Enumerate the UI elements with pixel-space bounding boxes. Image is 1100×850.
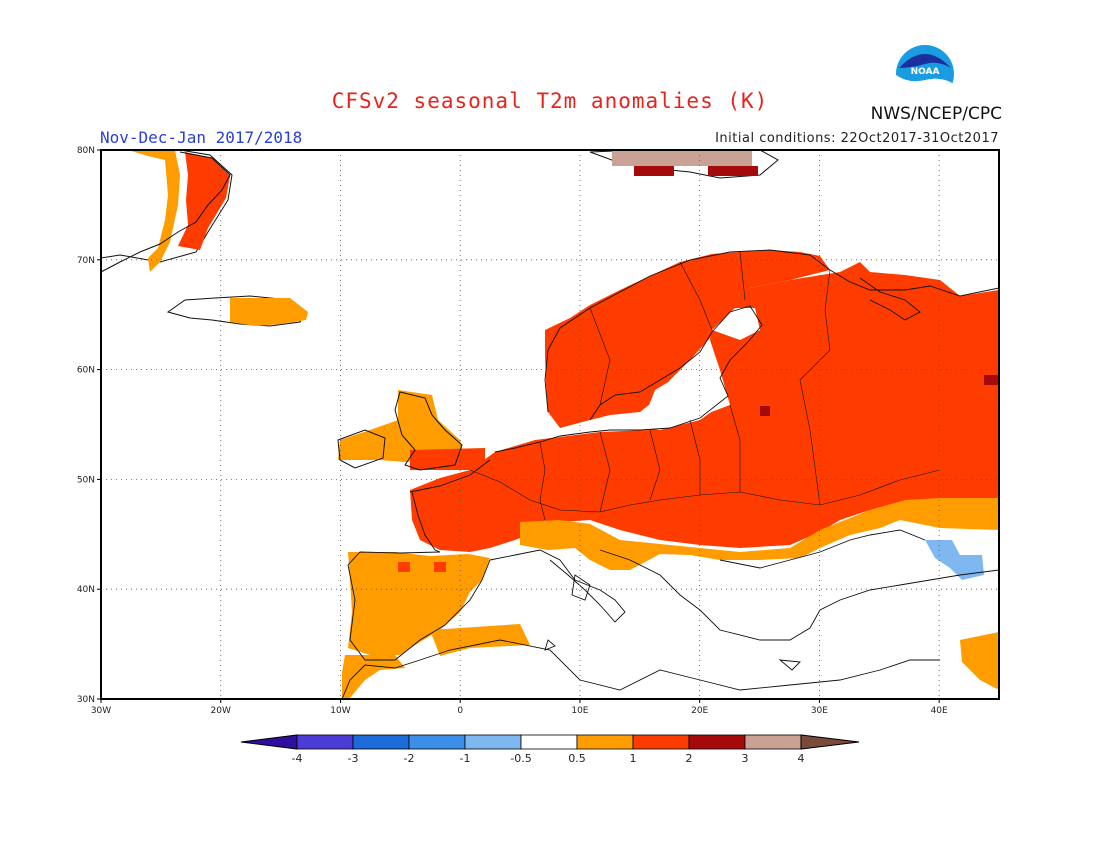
coastlines: [341, 249, 999, 699]
svg-text:NOAA: NOAA: [911, 67, 940, 77]
lon-label: 0: [457, 706, 463, 716]
svalbard-anomaly-dark-2: [708, 166, 758, 176]
british-isles-anomaly-weak: [338, 390, 465, 462]
map-fields: [101, 150, 999, 699]
noaa-logo-icon: NOAA: [894, 43, 956, 106]
iberia-anomaly: [348, 552, 490, 655]
longitude-labels: 30W 20W 10W 0 10E 20E 30E 40E: [91, 699, 948, 716]
russia-anomaly-hot-1: [984, 375, 999, 385]
svalbard-anomaly-pink: [612, 150, 752, 166]
lon-label: 30W: [91, 706, 111, 716]
colorbar-label: 4: [798, 752, 805, 765]
gulf-of-bothnia-neutral: [712, 308, 760, 340]
colorbar-swatch: [744, 734, 802, 750]
baltic-sea-neutral: [640, 372, 728, 430]
north-africa-anomaly: [342, 655, 405, 699]
map-title: CFSv2 seasonal T2m anomalies (K): [331, 89, 769, 113]
colorbar-label: 0.5: [568, 752, 586, 765]
greenland-anomaly-weak: [128, 150, 180, 272]
lat-label: 50N: [77, 475, 95, 485]
latitude-labels: 30N 40N 50N 60N 70N 80N: [77, 146, 101, 705]
colorbar-swatch: [352, 734, 410, 750]
lon-label: 10E: [571, 706, 588, 716]
colorbar-swatch: [688, 734, 746, 750]
british-isles-coast: [337, 391, 463, 471]
iceland-anomaly: [230, 298, 308, 326]
colorbar-label: -4: [292, 752, 303, 765]
north-africa-anomaly-2: [430, 624, 530, 656]
colorbar-swatch: [576, 734, 634, 750]
colorbar-arrow-low: [240, 734, 298, 750]
agency-label: NWS/NCEP/CPC: [870, 104, 1002, 124]
russia-anomaly-hot-2: [760, 406, 770, 416]
colorbar-swatch: [464, 734, 522, 750]
turkey-anomaly-east: [960, 632, 999, 690]
caucasus-anomaly-cool: [925, 540, 984, 580]
lon-label: 20E: [691, 706, 708, 716]
colorbar-arrow-high: [800, 734, 860, 750]
map-frame: [100, 149, 1000, 700]
forecast-period: Nov-Dec-Jan 2017/2018: [100, 128, 303, 147]
lat-label: 40N: [77, 585, 95, 595]
colorbar-label: -1: [460, 752, 471, 765]
lat-label: 30N: [77, 695, 95, 705]
lat-label: 80N: [77, 146, 95, 156]
initial-conditions: Initial conditions: 22Oct2017-31Oct2017: [715, 131, 999, 146]
colorbar-label: 3: [742, 752, 749, 765]
colorbar-label: -0.5: [510, 752, 531, 765]
lat-label: 60N: [77, 366, 95, 376]
lon-label: 30E: [811, 706, 828, 716]
colorbar-swatch: [296, 734, 354, 750]
colorbar-label: -2: [404, 752, 415, 765]
colorbar-label: -3: [348, 752, 359, 765]
svalbard-anomaly-dark: [634, 166, 674, 176]
colorbar-label: 1: [630, 752, 637, 765]
colorbar-swatch: [408, 734, 466, 750]
british-isles-anomaly-strong: [410, 448, 485, 470]
greenland-coast: [101, 151, 231, 273]
balkans-anomaly: [520, 498, 999, 570]
colorbar: [240, 734, 860, 750]
colorbar-label: 2: [686, 752, 693, 765]
colorbar-labels: -4 -3 -2 -1 -0.5 0.5 1 2 3 4: [292, 752, 805, 765]
lat-label: 70N: [77, 256, 95, 266]
colorbar-swatch: [520, 734, 578, 750]
greenland-anomaly-strong: [178, 152, 230, 250]
colorbar-swatch: [632, 734, 690, 750]
lon-label: 40E: [931, 706, 948, 716]
iberia-anomaly-hot-1: [398, 562, 410, 572]
lon-label: 20W: [211, 706, 231, 716]
lon-label: 10W: [330, 706, 350, 716]
iberia-anomaly-hot-2: [434, 562, 446, 572]
